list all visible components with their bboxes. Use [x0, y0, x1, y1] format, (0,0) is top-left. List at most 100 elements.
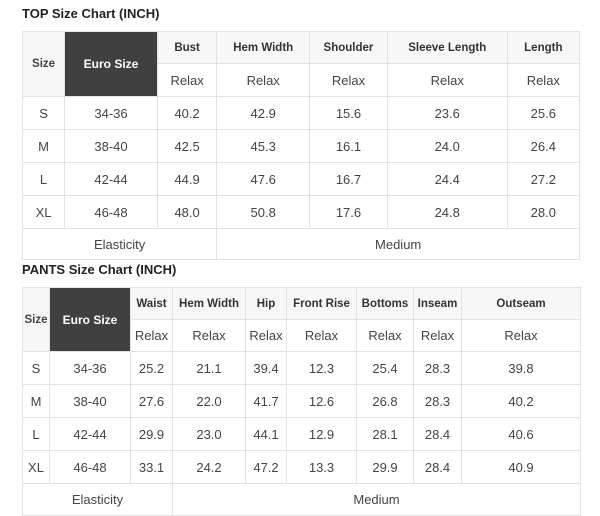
- measurement-cell: 48.0: [156, 195, 218, 229]
- measurement-cell: 29.9: [356, 450, 414, 484]
- measurement-cell: 24.2: [172, 450, 246, 484]
- fit-label: Relax: [309, 63, 388, 97]
- size-cell: M: [21, 129, 66, 163]
- measurement-cell: 24.4: [386, 162, 508, 196]
- measurement-cell: 24.8: [386, 195, 508, 229]
- elasticity-value: Medium: [172, 483, 581, 516]
- measurement-cell: 40.6: [461, 417, 581, 451]
- measurement-cell: 17.6: [309, 195, 388, 229]
- euro-size-cell: 34-36: [64, 96, 158, 130]
- table-row: L 42-44 29.9 23.0 44.1 12.9 28.1 28.4 40.6: [22, 417, 581, 451]
- elasticity-label: Elasticity: [22, 483, 173, 516]
- euro-size-cell: 46-48: [64, 195, 158, 229]
- measurement-cell: 44.9: [156, 162, 218, 196]
- measurement-cell: 13.3: [286, 450, 357, 484]
- size-cell: XL: [21, 195, 66, 229]
- measurement-cell: 26.8: [356, 384, 414, 418]
- measurement-cell: 12.6: [286, 384, 357, 418]
- size-cell: S: [22, 351, 50, 385]
- fit-label: Relax: [245, 319, 287, 352]
- elasticity-label: Elasticity: [21, 228, 218, 260]
- column-header: Bust: [156, 31, 218, 64]
- measurement-cell: 23.0: [172, 417, 246, 451]
- euro-size-cell: 42-44: [49, 417, 131, 451]
- measurement-cell: 28.0: [506, 195, 581, 229]
- measurement-cell: 50.8: [216, 195, 311, 229]
- measurement-cell: 12.3: [286, 351, 357, 385]
- measurement-cell: 39.4: [245, 351, 287, 385]
- column-header: Waist: [130, 287, 173, 320]
- fit-label: Relax: [216, 63, 311, 97]
- measurement-cell: 28.1: [356, 417, 414, 451]
- measurement-cell: 25.4: [356, 351, 414, 385]
- pants-size-table: Size Euro Size Waist Hem Width Hip Front Rise…: [22, 287, 581, 516]
- measurement-cell: 47.6: [216, 162, 311, 196]
- size-cell: M: [22, 384, 50, 418]
- size-cell: XL: [22, 450, 50, 484]
- measurement-cell: 16.1: [309, 129, 388, 163]
- euro-size-cell: 34-36: [49, 351, 131, 385]
- column-header: Inseam: [413, 287, 462, 320]
- measurement-cell: 25.6: [506, 96, 581, 130]
- measurement-cell: 12.9: [286, 417, 357, 451]
- column-header: Front Rise: [286, 287, 357, 320]
- top-size-table: Size Euro Size Bust Hem Width Shoulder Sleeve…: [21, 31, 581, 260]
- measurement-cell: 23.6: [386, 96, 508, 130]
- measurement-cell: 45.3: [216, 129, 311, 163]
- measurement-cell: 24.0: [386, 129, 508, 163]
- fit-label: Relax: [172, 319, 246, 352]
- column-header: Hem Width: [172, 287, 246, 320]
- elasticity-value: Medium: [216, 228, 580, 260]
- measurement-cell: 28.4: [413, 450, 462, 484]
- measurement-cell: 40.2: [156, 96, 218, 130]
- fit-label: Relax: [286, 319, 357, 352]
- size-header: Size: [22, 287, 50, 352]
- euro-size-cell: 46-48: [49, 450, 131, 484]
- column-header: Length: [506, 31, 581, 64]
- measurement-cell: 16.7: [309, 162, 388, 196]
- table-row: XL 46-48 48.0 50.8 17.6 24.8 28.0: [21, 195, 581, 229]
- measurement-cell: 42.5: [156, 129, 218, 163]
- column-header: Hem Width: [216, 31, 311, 64]
- column-header: Sleeve Length: [386, 31, 508, 64]
- pants-chart-title: PANTS Size Chart (INCH): [22, 262, 177, 277]
- fit-label: Relax: [506, 63, 581, 97]
- fit-label: Relax: [356, 319, 414, 352]
- measurement-cell: 15.6: [309, 96, 388, 130]
- table-row: L 42-44 44.9 47.6 16.7 24.4 27.2: [21, 162, 581, 196]
- fit-label: Relax: [130, 319, 173, 352]
- euro-size-cell: 38-40: [64, 129, 158, 163]
- table-row: M 38-40 42.5 45.3 16.1 24.0 26.4: [21, 129, 581, 163]
- column-header: Outseam: [461, 287, 581, 320]
- euro-size-header: Euro Size: [64, 31, 158, 97]
- measurement-cell: 27.2: [506, 162, 581, 196]
- table-row: S 34-36 40.2 42.9 15.6 23.6 25.6: [21, 96, 581, 130]
- measurement-cell: 21.1: [172, 351, 246, 385]
- table-row: XL 46-48 33.1 24.2 47.2 13.3 29.9 28.4 40.9: [22, 450, 581, 484]
- fit-label: Relax: [461, 319, 581, 352]
- size-cell: L: [21, 162, 66, 196]
- measurement-cell: 33.1: [130, 450, 173, 484]
- measurement-cell: 27.6: [130, 384, 173, 418]
- measurement-cell: 28.4: [413, 417, 462, 451]
- measurement-cell: 26.4: [506, 129, 581, 163]
- fit-label: Relax: [386, 63, 508, 97]
- fit-label: Relax: [156, 63, 218, 97]
- column-header: Shoulder: [309, 31, 388, 64]
- measurement-cell: 39.8: [461, 351, 581, 385]
- measurement-cell: 28.3: [413, 351, 462, 385]
- measurement-cell: 42.9: [216, 96, 311, 130]
- measurement-cell: 47.2: [245, 450, 287, 484]
- table-row: S 34-36 25.2 21.1 39.4 12.3 25.4 28.3 39.8: [22, 351, 581, 385]
- column-header: Bottoms: [356, 287, 414, 320]
- table-row: M 38-40 27.6 22.0 41.7 12.6 26.8 28.3 40.2: [22, 384, 581, 418]
- measurement-cell: 40.2: [461, 384, 581, 418]
- measurement-cell: 44.1: [245, 417, 287, 451]
- measurement-cell: 25.2: [130, 351, 173, 385]
- size-cell: L: [22, 417, 50, 451]
- fit-label: Relax: [413, 319, 462, 352]
- measurement-cell: 29.9: [130, 417, 173, 451]
- column-header: Hip: [245, 287, 287, 320]
- measurement-cell: 22.0: [172, 384, 246, 418]
- euro-size-cell: 42-44: [64, 162, 158, 196]
